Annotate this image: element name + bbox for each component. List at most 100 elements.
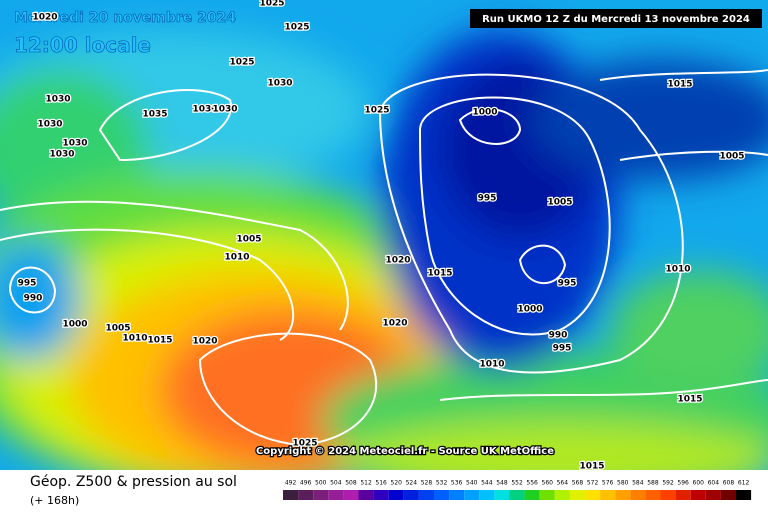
legend-swatch: [569, 490, 585, 500]
isobar: [619, 150, 768, 161]
isobar-label: 1005: [547, 198, 572, 208]
isobar: [378, 73, 684, 374]
legend-label: 492: [285, 480, 297, 487]
legend-swatch: [494, 490, 510, 500]
legend-label: 588: [647, 480, 659, 487]
legend-label: 560: [542, 480, 554, 487]
isobar-label: 1010: [122, 334, 147, 344]
footer-title: Géop. Z500 & pression au sol: [30, 474, 237, 490]
legend-label: 544: [481, 480, 493, 487]
legend-swatch: [358, 490, 374, 500]
isobar: [599, 69, 768, 81]
isobar-label: 1030: [49, 150, 74, 160]
isobar: [98, 89, 233, 162]
legend-swatch: [539, 490, 555, 500]
legend-label: 600: [693, 480, 705, 487]
legend-label: 500: [315, 480, 327, 487]
footer-subtitle: (+ 168h): [30, 494, 79, 507]
isobar: [8, 266, 57, 314]
legend-label: 568: [572, 480, 584, 487]
legend-label: 604: [708, 480, 720, 487]
isobar: [0, 228, 294, 341]
legend-label: 512: [360, 480, 372, 487]
isobar-label: 1010: [224, 253, 249, 263]
legend-swatch: [328, 490, 344, 500]
legend-label: 580: [617, 480, 629, 487]
isobar-label: 1025: [284, 23, 309, 33]
isobar-label: 1015: [147, 336, 172, 346]
legend-swatch: [524, 490, 540, 500]
legend-label: 608: [723, 480, 735, 487]
legend-swatch: [464, 490, 480, 500]
legend-label: 520: [391, 480, 403, 487]
isobar-label: 1035: [142, 110, 167, 120]
isobar: [198, 332, 378, 447]
legend-label: 540: [466, 480, 478, 487]
legend-swatch: [343, 490, 359, 500]
isobar-label: 1025: [364, 106, 389, 116]
isobar-label: 1015: [579, 462, 604, 472]
isobar-label: 1015: [677, 395, 702, 405]
legend-swatch: [645, 490, 661, 500]
legend-swatch: [479, 490, 495, 500]
legend-swatch: [313, 490, 329, 500]
isobar-label: 1030: [212, 105, 237, 115]
isobar-label: 1025: [292, 439, 317, 449]
legend-swatch: [449, 490, 465, 500]
legend-label: 572: [587, 480, 599, 487]
isobar-label: 1030: [37, 120, 62, 130]
legend-label: 592: [662, 480, 674, 487]
legend-label: 552: [511, 480, 523, 487]
legend-label: 612: [738, 480, 750, 487]
isobar: [418, 96, 611, 336]
copyright: Copyright © 2024 Meteociel.fr - Source U…: [256, 446, 554, 457]
legend-swatch: [434, 490, 450, 500]
legend-swatch: [675, 490, 691, 500]
isobar-label: 1015: [667, 80, 692, 90]
legend-label: 596: [677, 480, 689, 487]
legend-swatch: [554, 490, 570, 500]
isobar-label: 1025: [229, 58, 254, 68]
isobar-label: 1030: [192, 105, 217, 115]
isobar-label: 990: [549, 331, 568, 341]
isobar-label: 1010: [665, 265, 690, 275]
legend-label: 536: [451, 480, 463, 487]
isobar-label: 1005: [719, 152, 744, 162]
legend-label: 508: [345, 480, 357, 487]
legend-label: 528: [421, 480, 433, 487]
legend-label: 564: [557, 480, 569, 487]
isobar: [458, 108, 522, 145]
legend-label: 524: [406, 480, 418, 487]
isobar-label: 1000: [62, 320, 87, 330]
legend-label: 516: [375, 480, 387, 487]
legend-swatch: [373, 490, 389, 500]
legend-swatch: [615, 490, 631, 500]
legend-label: 584: [632, 480, 644, 487]
isobar-label: 995: [558, 279, 577, 289]
legend-label: 532: [436, 480, 448, 487]
isobar: [439, 379, 768, 401]
isobar-label: 1015: [427, 269, 452, 279]
legend-swatch: [283, 490, 299, 500]
legend-label: 496: [300, 480, 312, 487]
isobar-label: 1030: [267, 79, 292, 89]
isobar-label: 990: [24, 294, 43, 304]
legend-swatch: [403, 490, 419, 500]
legend-swatch: [298, 490, 314, 500]
legend-label: 556: [526, 480, 538, 487]
legend-swatch: [418, 490, 434, 500]
legend-label: 504: [330, 480, 342, 487]
legend-swatch: [585, 490, 601, 500]
isobar-label: 1005: [236, 235, 261, 245]
isobar-label: 1025: [259, 0, 284, 9]
isobar-label: 1030: [62, 139, 87, 149]
legend-swatch: [690, 490, 706, 500]
run-info: Run UKMO 12 Z du Mercredi 13 novembre 20…: [482, 14, 750, 25]
legend-swatch: [600, 490, 616, 500]
isobar-label: 1000: [472, 108, 497, 118]
run-banner: [470, 9, 762, 28]
legend-label: 548: [496, 480, 508, 487]
forecast-date: Mercredi 20 novembre 2024: [14, 10, 236, 26]
legend-swatch: [720, 490, 736, 500]
